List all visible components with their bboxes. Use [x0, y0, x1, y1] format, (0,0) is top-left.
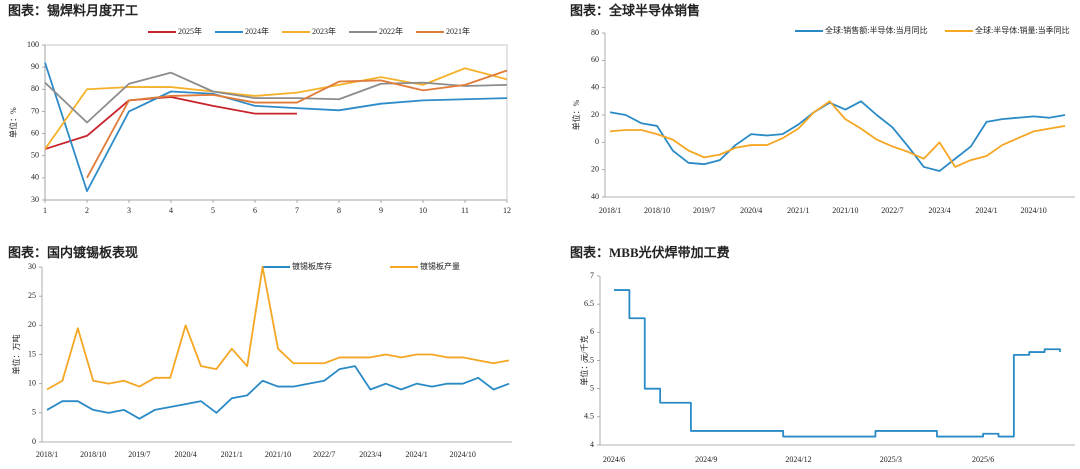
- y-tick-label: 6.5: [584, 299, 594, 308]
- x-tick-label: 7: [295, 206, 299, 215]
- legend-label: 2021年: [446, 26, 470, 36]
- x-tick-label: 2024/1: [405, 450, 427, 459]
- y-tick-label: 0: [32, 437, 36, 446]
- x-tick-label: 2018/1: [36, 450, 58, 459]
- series-line: [609, 100, 1066, 172]
- legend-label: 2025年: [178, 26, 202, 36]
- y-axis-label: 单位：%: [8, 107, 18, 138]
- chart-title: 图表：国内镀锡板表现: [8, 245, 138, 260]
- x-tick-label: 2024/10: [450, 450, 476, 459]
- x-tick-label: 10: [419, 206, 427, 215]
- x-tick-label: 9: [379, 206, 383, 215]
- x-tick-label: 2024/10: [1021, 206, 1047, 215]
- y-tick-label: 15: [28, 349, 36, 358]
- x-tick-label: 2024/6: [603, 455, 625, 464]
- y-tick-label: 25: [28, 291, 36, 300]
- chart-title: 图表：锡焊料月度开工: [8, 3, 138, 18]
- series-line: [86, 69, 508, 179]
- y-tick-label: 0: [595, 137, 599, 146]
- x-tick-label: 2018/10: [80, 450, 106, 459]
- x-tick-label: 2021/10: [832, 206, 858, 215]
- x-tick-label: 11: [461, 206, 469, 215]
- x-tick-label: 2023/4: [928, 206, 950, 215]
- legend-label: 2022年: [379, 26, 403, 36]
- chart-title: 图表：全球半导体销售: [570, 3, 700, 18]
- y-tick-label: 60: [591, 55, 599, 64]
- y-axis-label: 单位：%: [571, 99, 581, 130]
- x-tick-label: 8: [337, 206, 341, 215]
- y-tick-label: 70: [31, 106, 39, 115]
- y-tick-label: 30: [31, 195, 39, 204]
- x-tick-label: 2021/1: [221, 450, 243, 459]
- y-tick-label: 10: [28, 378, 36, 387]
- x-tick-label: 2025/3: [880, 455, 902, 464]
- x-tick-label: 5: [211, 206, 215, 215]
- x-tick-label: 2018/10: [644, 206, 670, 215]
- x-tick-label: 2019/7: [128, 450, 150, 459]
- x-tick-label: 2021/10: [265, 450, 291, 459]
- y-tick-label: 40: [31, 173, 39, 182]
- y-tick-label: 40: [591, 192, 599, 201]
- series-line: [44, 62, 508, 193]
- x-tick-label: 2018/1: [599, 206, 621, 215]
- series-line: [614, 289, 1061, 438]
- x-tick-label: 2020/4: [740, 206, 762, 215]
- x-tick-label: 2019/7: [693, 206, 715, 215]
- y-tick-label: 80: [591, 28, 599, 37]
- y-tick-label: 4: [590, 440, 594, 449]
- y-tick-label: 5: [590, 383, 594, 392]
- y-tick-label: 20: [28, 320, 36, 329]
- legend-label: 全球:销售额:半导体:当月同比: [825, 25, 928, 35]
- y-tick-label: 4.5: [584, 412, 594, 421]
- x-tick-label: 2024/1: [975, 206, 997, 215]
- legend-label: 全球:半导体:销量:当季同比: [975, 25, 1070, 35]
- plot-frame: [44, 44, 508, 201]
- series-line: [46, 266, 510, 391]
- series-line: [44, 71, 508, 124]
- legend-label: 镀锡板库存: [292, 261, 332, 271]
- y-tick-label: 7: [590, 271, 594, 280]
- x-tick-label: 2025/6: [972, 455, 994, 464]
- y-tick-label: 40: [591, 82, 599, 91]
- x-tick-label: 2021/1: [787, 206, 809, 215]
- y-axis-label: 单位：万吨: [11, 335, 21, 375]
- legend-label: 镀锡板产量: [420, 261, 460, 271]
- y-tick-label: 5: [32, 408, 36, 417]
- y-tick-label: 30: [28, 262, 36, 271]
- series-line: [609, 100, 1066, 168]
- series-line: [44, 96, 297, 150]
- y-tick-label: 5.5: [584, 355, 594, 364]
- x-tick-label: 2: [85, 206, 89, 215]
- x-tick-label: 2024/9: [695, 455, 717, 464]
- x-tick-label: 2020/4: [174, 450, 196, 459]
- y-tick-label: 80: [31, 84, 39, 93]
- x-tick-label: 2023/4: [359, 450, 381, 459]
- x-tick-label: 2022/7: [313, 450, 335, 459]
- x-tick-label: 3: [127, 206, 131, 215]
- x-tick-label: 1: [43, 206, 47, 215]
- x-tick-label: 6: [253, 206, 257, 215]
- legend-label: 2023年: [312, 26, 336, 36]
- y-tick-label: 20: [591, 164, 599, 173]
- y-tick-label: 100: [27, 40, 39, 49]
- y-tick-label: 60: [31, 128, 39, 137]
- y-tick-label: 6: [590, 327, 594, 336]
- series-line: [46, 365, 510, 420]
- x-tick-label: 12: [503, 206, 511, 215]
- y-axis-label: 单位：元/千克: [579, 335, 589, 385]
- x-tick-label: 2024/12: [785, 455, 811, 464]
- y-tick-label: 20: [591, 110, 599, 119]
- y-tick-label: 50: [31, 151, 39, 160]
- legend-label: 2024年: [245, 26, 269, 36]
- chart-title: 图表：MBB光伏焊带加工费: [570, 245, 730, 260]
- x-tick-label: 2022/7: [881, 206, 903, 215]
- x-tick-label: 4: [169, 206, 173, 215]
- y-tick-label: 90: [31, 62, 39, 71]
- series-line: [44, 67, 508, 150]
